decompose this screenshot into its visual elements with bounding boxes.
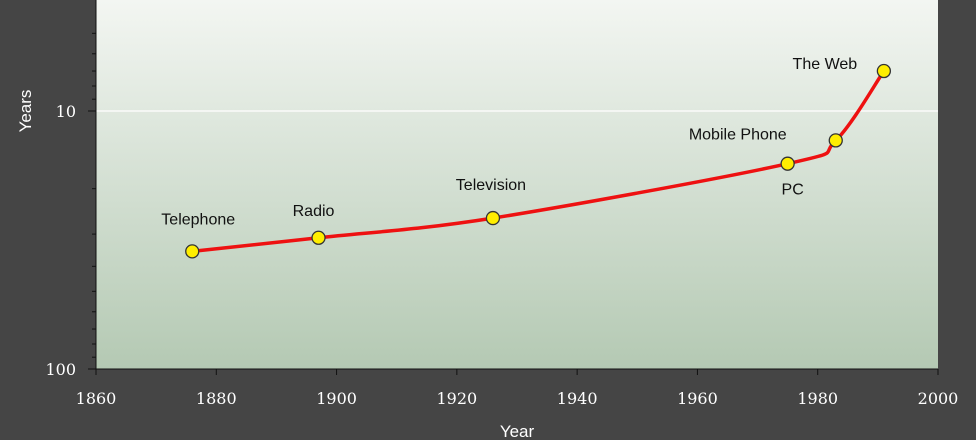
marker-the-web (876, 63, 892, 79)
label-television: Television (456, 177, 526, 194)
x-tick-label: 1960 (677, 389, 718, 408)
label-mobile-phone: Mobile Phone (689, 126, 787, 143)
plot-area (96, 0, 938, 369)
x-tick-label: 1980 (797, 389, 838, 408)
marker-pc (780, 156, 795, 171)
label-the-web: The Web (793, 56, 858, 73)
x-ticks: 1860 1880 1900 1920 1940 1960 1980 2000 (76, 369, 959, 408)
x-tick-label: 2000 (918, 389, 959, 408)
y-tick-label: 10 (56, 102, 76, 121)
x-tick-label: 1920 (436, 389, 477, 408)
data-markers (185, 63, 892, 259)
x-tick-label: 1940 (557, 389, 598, 408)
x-tick-label: 1860 (76, 389, 117, 408)
label-telephone: Telephone (161, 211, 235, 228)
data-labels: Telephone Radio Television PC Mobile Phone Th… (161, 56, 857, 228)
label-pc: PC (782, 182, 804, 199)
y-tick-label: 100 (45, 360, 76, 379)
y-minor-ticks (92, 32, 96, 358)
y-axis-title: Years (16, 90, 35, 133)
marker-radio (311, 230, 326, 245)
x-axis-title: Year (500, 422, 535, 440)
marker-television (485, 210, 501, 226)
label-radio: Radio (293, 203, 335, 220)
y-ticks: 10 100 (45, 102, 96, 379)
x-tick-label: 1880 (196, 389, 237, 408)
marker-telephone (185, 244, 200, 259)
x-tick-label: 1900 (316, 389, 357, 408)
marker-mobile-phone (828, 133, 843, 148)
